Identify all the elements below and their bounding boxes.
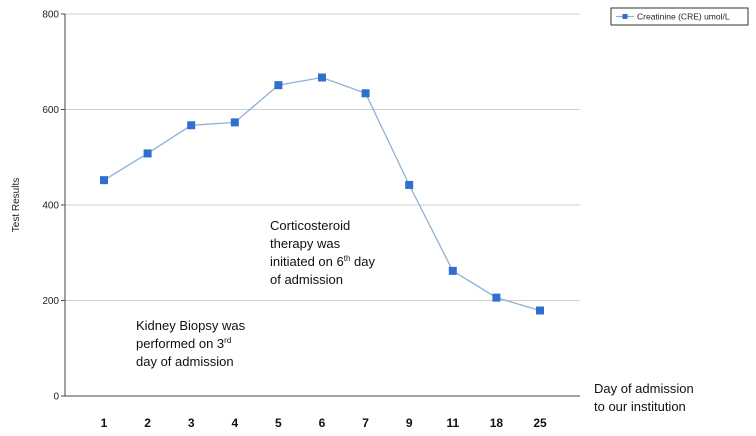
data-point-day-3 (187, 121, 196, 130)
annotation-biopsy-line1: Kidney Biopsy was (136, 318, 246, 333)
x-tick-label: 1 (101, 416, 108, 430)
annotation-steroid-line3-post: day (350, 254, 375, 269)
data-point-day-1 (100, 176, 108, 185)
annotation-steroid-line3-pre: initiated on 6 (270, 254, 344, 269)
annotation-biopsy-line2-sup: rd (224, 336, 231, 345)
annotation-steroid-line2: therapy was (270, 236, 341, 251)
x-tick-label: 7 (362, 416, 369, 430)
legend-label: Creatinine (CRE) umol/L (637, 12, 730, 22)
data-point-day-25 (536, 306, 544, 315)
series-markers (100, 73, 544, 315)
legend-marker (622, 14, 628, 19)
annotation-steroid-line3-sup: th (344, 254, 351, 263)
y-tick-label: 800 (42, 10, 59, 21)
data-point-day-4 (230, 118, 239, 127)
data-point-day-18 (492, 293, 501, 302)
x-tick-label: 3 (188, 416, 195, 430)
data-point-day-2 (143, 149, 152, 158)
annotation-steroid-line4: of admission (270, 272, 343, 287)
x-tick-label: 25 (533, 416, 547, 430)
annotation-steroid-line1: Corticosteroid (270, 218, 350, 233)
legend-box (610, 7, 749, 26)
x-axis-label-line2: to our institution (594, 399, 686, 414)
x-tick-label: 9 (406, 416, 413, 430)
y-axis-label: Test Results (11, 178, 22, 232)
x-tick-label: 5 (275, 416, 282, 430)
y-tick-labels: 0 200 400 600 800 (42, 10, 65, 403)
y-tick-label: 0 (53, 392, 59, 403)
x-tick-labels: 1 2 3 4 5 6 7 9 11 18 25 (101, 416, 547, 430)
x-tick-label: 4 (231, 416, 238, 430)
annotation-biopsy-line3: day of admission (136, 354, 234, 369)
annotation-steroid: Corticosteroid therapy was initiated on … (270, 218, 375, 287)
legend: Creatinine (CRE) umol/L (610, 7, 749, 26)
data-point-day-9 (405, 180, 414, 189)
data-point-day-6 (318, 73, 326, 82)
annotation-biopsy-line2: performed on 3rd (136, 336, 231, 351)
y-tick-label: 400 (42, 201, 59, 212)
data-point-day-5 (274, 81, 283, 90)
annotation-biopsy: Kidney Biopsy was performed on 3rd day o… (136, 318, 246, 369)
data-point-day-7 (361, 89, 370, 98)
x-tick-label: 6 (319, 416, 326, 430)
x-axis-label-line1: Day of admission (594, 381, 694, 396)
x-tick-label: 11 (446, 416, 459, 430)
y-tick-label: 600 (42, 105, 59, 116)
x-tick-label: 2 (144, 416, 151, 430)
data-point-day-11 (448, 266, 457, 275)
annotation-biopsy-line2-pre: performed on 3 (136, 336, 224, 351)
x-tick-label: 18 (490, 416, 504, 430)
annotation-steroid-line3: initiated on 6th day (270, 254, 375, 269)
y-tick-label: 200 (42, 296, 59, 307)
